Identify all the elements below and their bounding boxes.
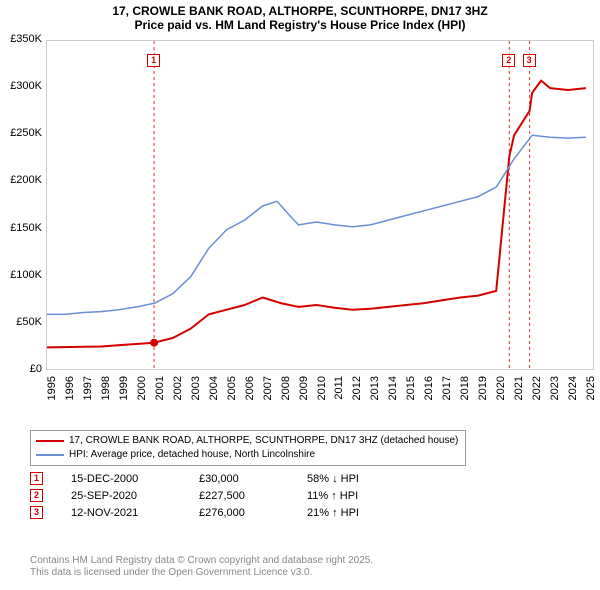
y-tick-label: £150K: [0, 222, 42, 234]
x-tick-label: 2002: [172, 376, 184, 416]
chart-title-line1: 17, CROWLE BANK ROAD, ALTHORPE, SCUNTHOR…: [0, 4, 600, 18]
transaction-row-marker: 3: [30, 506, 43, 519]
transaction-delta: 11% ↑ HPI: [307, 490, 407, 502]
transaction-date: 12-NOV-2021: [71, 507, 171, 519]
y-tick-label: £100K: [0, 269, 42, 281]
x-tick-label: 2020: [495, 376, 507, 416]
x-tick-label: 2019: [477, 376, 489, 416]
x-tick-label: 2009: [298, 376, 310, 416]
transaction-date: 15-DEC-2000: [71, 473, 171, 485]
y-tick-label: £50K: [0, 316, 42, 328]
y-tick-label: £250K: [0, 127, 42, 139]
x-tick-label: 2022: [531, 376, 543, 416]
x-tick-label: 2006: [244, 376, 256, 416]
footer-attribution: Contains HM Land Registry data © Crown c…: [30, 555, 373, 579]
x-tick-label: 2005: [226, 376, 238, 416]
x-tick-label: 2024: [567, 376, 579, 416]
chart-plot-area: [46, 40, 594, 370]
transaction-price: £276,000: [199, 507, 279, 519]
x-tick-label: 2007: [262, 376, 274, 416]
x-tick-label: 1995: [46, 376, 58, 416]
legend-swatch-property: [36, 440, 64, 442]
x-tick-label: 2017: [441, 376, 453, 416]
x-tick-label: 2016: [423, 376, 435, 416]
transaction-price: £30,000: [199, 473, 279, 485]
legend-label-hpi: HPI: Average price, detached house, Nort…: [69, 448, 315, 462]
x-tick-label: 2014: [387, 376, 399, 416]
transaction-marker-1: 1: [147, 54, 160, 67]
x-tick-label: 2008: [280, 376, 292, 416]
x-tick-label: 2011: [333, 376, 345, 416]
x-tick-label: 2013: [369, 376, 381, 416]
x-tick-label: 2004: [208, 376, 220, 416]
transaction-row-2: 2 25-SEP-2020 £227,500 11% ↑ HPI: [30, 487, 407, 504]
transaction-delta: 58% ↓ HPI: [307, 473, 407, 485]
y-tick-label: £350K: [0, 33, 42, 45]
x-tick-label: 1998: [100, 376, 112, 416]
legend-box: 17, CROWLE BANK ROAD, ALTHORPE, SCUNTHOR…: [30, 430, 466, 466]
footer-line2: This data is licensed under the Open Gov…: [30, 567, 373, 579]
transactions-table: 1 15-DEC-2000 £30,000 58% ↓ HPI 2 25-SEP-2020…: [30, 470, 407, 521]
transaction-row-marker: 1: [30, 472, 43, 485]
chart-title-line2: Price paid vs. HM Land Registry's House …: [0, 18, 600, 32]
x-tick-label: 2001: [154, 376, 166, 416]
x-tick-label: 2025: [585, 376, 597, 416]
footer-line1: Contains HM Land Registry data © Crown c…: [30, 555, 373, 567]
y-tick-label: £300K: [0, 80, 42, 92]
transaction-row-3: 3 12-NOV-2021 £276,000 21% ↑ HPI: [30, 504, 407, 521]
chart-title-block: 17, CROWLE BANK ROAD, ALTHORPE, SCUNTHOR…: [0, 0, 600, 34]
transaction-date: 25-SEP-2020: [71, 490, 171, 502]
legend-label-property: 17, CROWLE BANK ROAD, ALTHORPE, SCUNTHOR…: [69, 434, 458, 448]
x-tick-label: 2000: [136, 376, 148, 416]
x-tick-label: 1996: [64, 376, 76, 416]
x-tick-label: 2015: [405, 376, 417, 416]
x-tick-label: 2010: [316, 376, 328, 416]
y-tick-label: £200K: [0, 174, 42, 186]
y-tick-label: £0: [0, 363, 42, 375]
legend-row-property: 17, CROWLE BANK ROAD, ALTHORPE, SCUNTHOR…: [36, 434, 460, 448]
chart-svg: [47, 41, 595, 371]
x-tick-label: 2018: [459, 376, 471, 416]
transaction-delta: 21% ↑ HPI: [307, 507, 407, 519]
x-tick-label: 2003: [190, 376, 202, 416]
transaction-marker-2: 2: [502, 54, 515, 67]
legend-swatch-hpi: [36, 454, 64, 456]
x-tick-label: 2021: [513, 376, 525, 416]
transaction-row-marker: 2: [30, 489, 43, 502]
x-tick-label: 1997: [82, 376, 94, 416]
x-tick-label: 2023: [549, 376, 561, 416]
transaction-row-1: 1 15-DEC-2000 £30,000 58% ↓ HPI: [30, 470, 407, 487]
x-tick-label: 2012: [351, 376, 363, 416]
transaction-price: £227,500: [199, 490, 279, 502]
transaction-marker-3: 3: [523, 54, 536, 67]
legend-row-hpi: HPI: Average price, detached house, Nort…: [36, 448, 460, 462]
x-tick-label: 1999: [118, 376, 130, 416]
